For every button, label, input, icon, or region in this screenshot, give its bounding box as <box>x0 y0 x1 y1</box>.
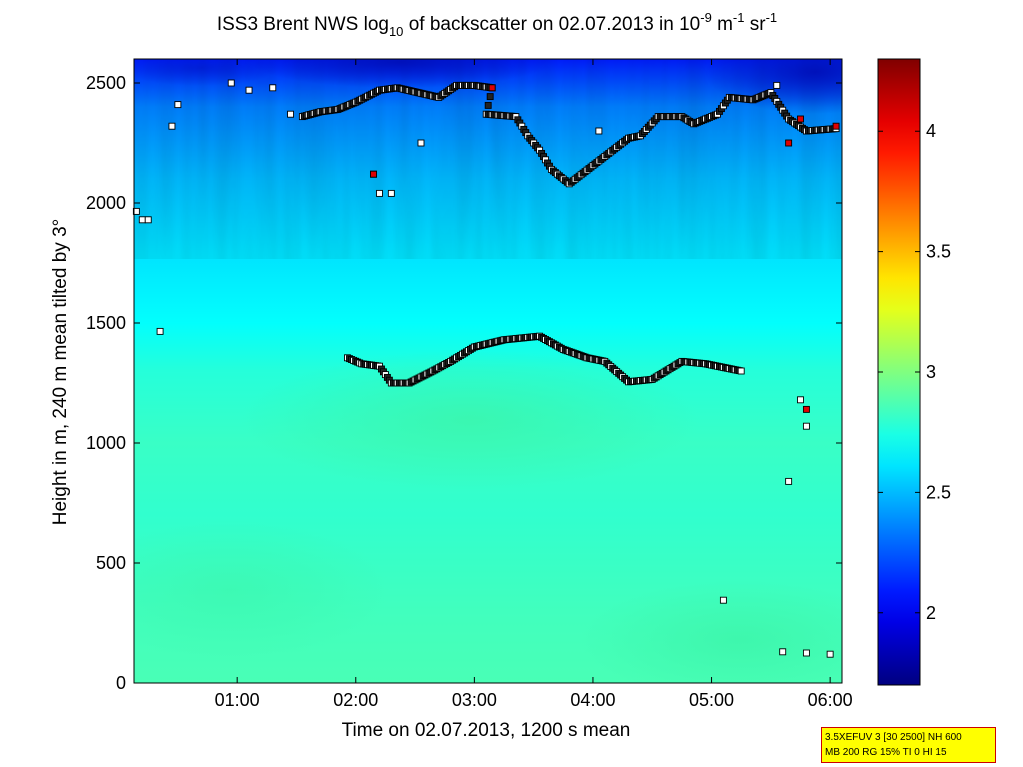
colorbar-tick-label: 3 <box>926 362 936 382</box>
layer-marker <box>138 216 146 224</box>
layer-marker <box>269 84 277 92</box>
highlight-marker <box>802 405 810 413</box>
layer-marker <box>802 422 810 430</box>
y-tick-label: 1000 <box>86 433 126 453</box>
y-axis-label: Height in m, 240 m mean tilted by 3° <box>50 219 71 525</box>
layer-marker <box>484 101 492 109</box>
layer-marker <box>227 79 235 87</box>
layer-markers <box>132 79 840 658</box>
layer-marker <box>245 86 253 94</box>
layer-marker <box>387 189 395 197</box>
highlight-marker <box>832 122 840 130</box>
y-axis-ticks: 0 500 1000 1500 2000 2500 <box>86 73 842 693</box>
layer-marker <box>174 101 182 109</box>
layer-marker <box>417 139 425 147</box>
layer-marker <box>376 189 383 197</box>
layer-marker <box>144 216 152 224</box>
highlight-marker <box>370 170 378 178</box>
title-superscript-1: -9 <box>700 10 712 25</box>
info-line-1: 3.5XEFUV 3 [30 2500] NH 600 <box>825 732 962 743</box>
layer-marker <box>132 207 140 215</box>
layer-marker <box>287 110 294 118</box>
title-subscript: 10 <box>389 24 403 39</box>
info-line-2: MB 200 RG 15% TI 0 HI 15 <box>825 747 947 758</box>
layer-marker <box>779 648 787 656</box>
layer-marker <box>802 649 810 657</box>
highlight-marker <box>488 84 496 92</box>
colorbar-tick-label: 2.5 <box>926 482 951 502</box>
layer-marker <box>737 367 745 375</box>
x-tick-label: 01:00 <box>215 690 260 710</box>
colorbar-gradient <box>877 58 921 686</box>
colorbar-tick-label: 3.5 <box>926 242 951 262</box>
heatmap-area: 01:00 02:00 03:00 04:00 05:00 06:00 0 500 1000 1… <box>86 58 853 710</box>
highlight-marker <box>797 115 804 123</box>
title-superscript-3: -1 <box>766 10 778 25</box>
layer-marker <box>156 327 164 335</box>
layer-marker <box>595 127 603 135</box>
x-axis-label: Time on 02.07.2013, 1200 s mean <box>342 720 631 741</box>
title-part-1: ISS3 Brent NWS log <box>217 14 389 35</box>
dark-patch-top-center <box>250 59 550 88</box>
green-patch-mid <box>240 350 700 490</box>
dark-patch-top-left <box>134 59 280 86</box>
title-part-4: sr <box>744 14 766 35</box>
highlight-marker <box>785 139 793 147</box>
x-tick-label: 02:00 <box>333 690 378 710</box>
title-part-3: m <box>712 14 733 35</box>
processing-info-box: 3.5XEFUV 3 [30 2500] NH 600 MB 200 RG 15… <box>821 727 996 763</box>
colorbar-tick-label: 4 <box>926 121 936 141</box>
x-tick-label: 03:00 <box>452 690 497 710</box>
colorbar-tick-label: 2 <box>926 603 936 623</box>
title-part-2: of backscatter on 02.07.2013 in 10 <box>403 14 700 35</box>
y-tick-label: 1500 <box>86 313 126 333</box>
y-tick-label: 2000 <box>86 193 126 213</box>
y-tick-label: 0 <box>116 673 126 693</box>
y-tick-label: 500 <box>96 553 126 573</box>
colorbar-ticks: 2 2.5 3 3.5 4 <box>878 121 951 623</box>
x-tick-label: 04:00 <box>570 690 615 710</box>
layer-marker <box>797 396 804 404</box>
x-tick-label: 05:00 <box>689 690 734 710</box>
layer-marker <box>773 81 781 89</box>
x-axis-ticks: 01:00 02:00 03:00 04:00 05:00 06:00 <box>215 59 853 710</box>
layer-marker <box>719 596 727 604</box>
y-tick-label: 2500 <box>86 73 126 93</box>
layer-marker <box>168 122 176 130</box>
plot-frame <box>133 58 843 684</box>
layer-marker <box>486 93 494 101</box>
layer-marker <box>826 650 834 658</box>
green-patch-left <box>134 520 390 660</box>
chart-title: ISS3 Brent NWS log10 of backscatter on 0… <box>217 10 777 39</box>
colorbar: 2 2.5 3 3.5 4 <box>877 58 951 686</box>
layer-marker <box>785 477 793 485</box>
title-superscript-2: -1 <box>733 10 745 25</box>
green-patch-low <box>580 580 842 683</box>
x-tick-label: 06:00 <box>808 690 853 710</box>
